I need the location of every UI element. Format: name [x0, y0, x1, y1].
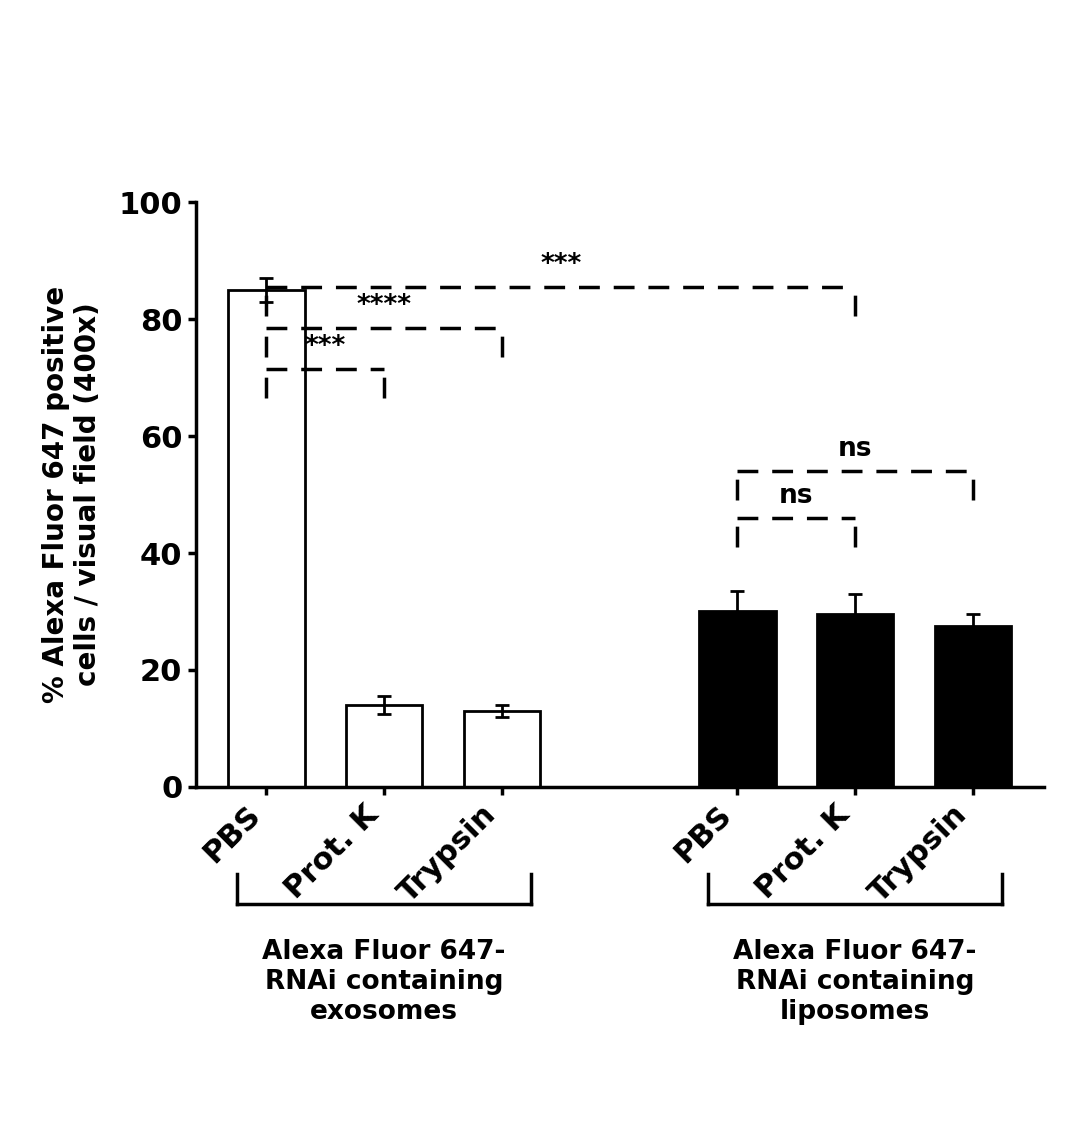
Text: ****: **** — [357, 293, 412, 319]
Bar — [935, 626, 1011, 787]
Text: Alexa Fluor 647-
RNAi containing
liposomes: Alexa Fluor 647- RNAi containing liposom… — [734, 939, 977, 1025]
Text: ***: *** — [540, 252, 582, 279]
Bar — [816, 615, 894, 787]
Bar — [346, 705, 423, 787]
Bar — [699, 611, 776, 787]
Bar — [228, 290, 304, 787]
Text: ns: ns — [779, 483, 813, 509]
Text: ***: *** — [304, 334, 346, 360]
Y-axis label: % Alexa Fluor 647 positive
cells / visual field (400x): % Alexa Fluor 647 positive cells / visua… — [41, 285, 102, 704]
Bar — [463, 710, 540, 787]
Text: Alexa Fluor 647-
RNAi containing
exosomes: Alexa Fluor 647- RNAi containing exosome… — [262, 939, 505, 1025]
Text: ns: ns — [838, 436, 873, 462]
